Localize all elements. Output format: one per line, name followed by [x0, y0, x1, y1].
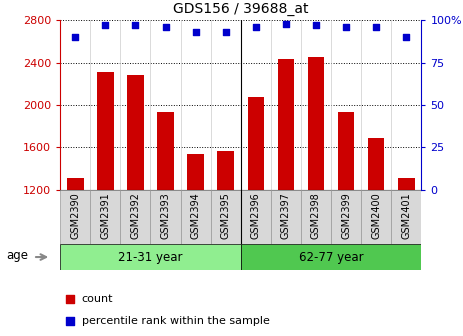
Point	[222, 29, 230, 35]
FancyBboxPatch shape	[301, 190, 331, 244]
Bar	[248, 96, 264, 317]
Text: GSM2394: GSM2394	[191, 193, 200, 239]
FancyBboxPatch shape	[241, 244, 421, 270]
FancyBboxPatch shape	[331, 190, 361, 244]
Text: GSM2391: GSM2391	[100, 193, 110, 239]
Point	[282, 21, 290, 26]
Bar	[308, 57, 324, 317]
FancyBboxPatch shape	[90, 190, 120, 244]
Point	[102, 23, 109, 28]
FancyBboxPatch shape	[60, 244, 241, 270]
Bar	[188, 154, 204, 317]
Text: GSM2396: GSM2396	[251, 193, 261, 239]
Text: 21-31 year: 21-31 year	[118, 251, 183, 263]
FancyBboxPatch shape	[60, 190, 90, 244]
Point	[313, 23, 320, 28]
Bar	[127, 75, 144, 317]
Bar	[218, 151, 234, 317]
Text: count: count	[82, 294, 113, 304]
Bar	[157, 113, 174, 317]
Point	[373, 24, 380, 30]
Text: GSM2393: GSM2393	[161, 193, 170, 239]
Point	[66, 318, 74, 324]
Point	[66, 296, 74, 301]
FancyBboxPatch shape	[361, 190, 391, 244]
Text: GSM2401: GSM2401	[401, 193, 411, 239]
Text: GSM2399: GSM2399	[341, 193, 351, 239]
Point	[72, 35, 79, 40]
Text: age: age	[6, 249, 28, 262]
Text: GSM2400: GSM2400	[371, 193, 381, 239]
FancyBboxPatch shape	[150, 190, 181, 244]
Bar	[338, 113, 354, 317]
Title: GDS156 / 39688_at: GDS156 / 39688_at	[173, 2, 308, 16]
Text: GSM2395: GSM2395	[221, 193, 231, 240]
Point	[403, 35, 410, 40]
Point	[252, 24, 260, 30]
FancyBboxPatch shape	[271, 190, 301, 244]
Text: 62-77 year: 62-77 year	[299, 251, 363, 263]
Text: percentile rank within the sample: percentile rank within the sample	[82, 316, 270, 326]
Point	[192, 29, 200, 35]
FancyBboxPatch shape	[241, 190, 271, 244]
Bar	[278, 59, 294, 317]
Point	[162, 24, 169, 30]
Point	[343, 24, 350, 30]
FancyBboxPatch shape	[181, 190, 211, 244]
Point	[132, 23, 139, 28]
Bar	[67, 178, 83, 317]
Bar	[398, 178, 414, 317]
Text: GSM2397: GSM2397	[281, 193, 291, 240]
Text: GSM2398: GSM2398	[311, 193, 321, 239]
Bar	[368, 138, 384, 317]
Bar	[97, 72, 113, 317]
Text: GSM2392: GSM2392	[131, 193, 140, 240]
FancyBboxPatch shape	[120, 190, 150, 244]
Text: GSM2390: GSM2390	[70, 193, 80, 239]
FancyBboxPatch shape	[391, 190, 421, 244]
FancyBboxPatch shape	[211, 190, 241, 244]
